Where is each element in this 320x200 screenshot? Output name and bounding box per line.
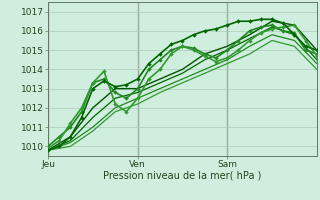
X-axis label: Pression niveau de la mer( hPa ): Pression niveau de la mer( hPa ) (103, 171, 261, 181)
